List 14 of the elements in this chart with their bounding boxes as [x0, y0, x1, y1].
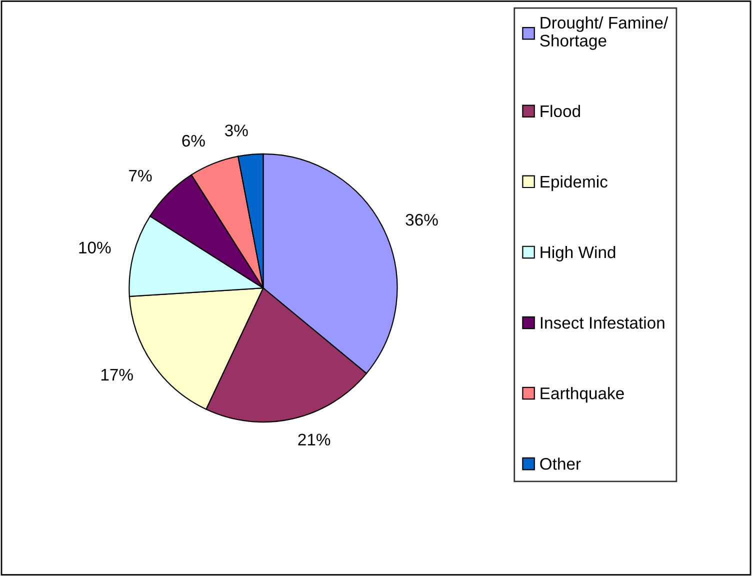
data-label: 3% — [224, 124, 248, 136]
legend-label: Earthquake — [540, 387, 624, 403]
legend-label: Drought/ Famine/ Shortage — [540, 16, 668, 50]
data-label: 17% — [101, 368, 133, 381]
data-label: 36% — [406, 214, 438, 226]
data-label: 6% — [182, 134, 205, 147]
data-label: 7% — [129, 170, 152, 182]
legend-label: Flood — [540, 104, 580, 118]
legend-label: Epidemic — [540, 175, 608, 191]
data-label: 10% — [79, 242, 111, 254]
legend-label: High Wind — [540, 246, 616, 262]
legend-label: Other — [540, 458, 581, 470]
data-label: 21% — [298, 434, 330, 446]
legend-label: Insect Infestation — [540, 316, 664, 329]
